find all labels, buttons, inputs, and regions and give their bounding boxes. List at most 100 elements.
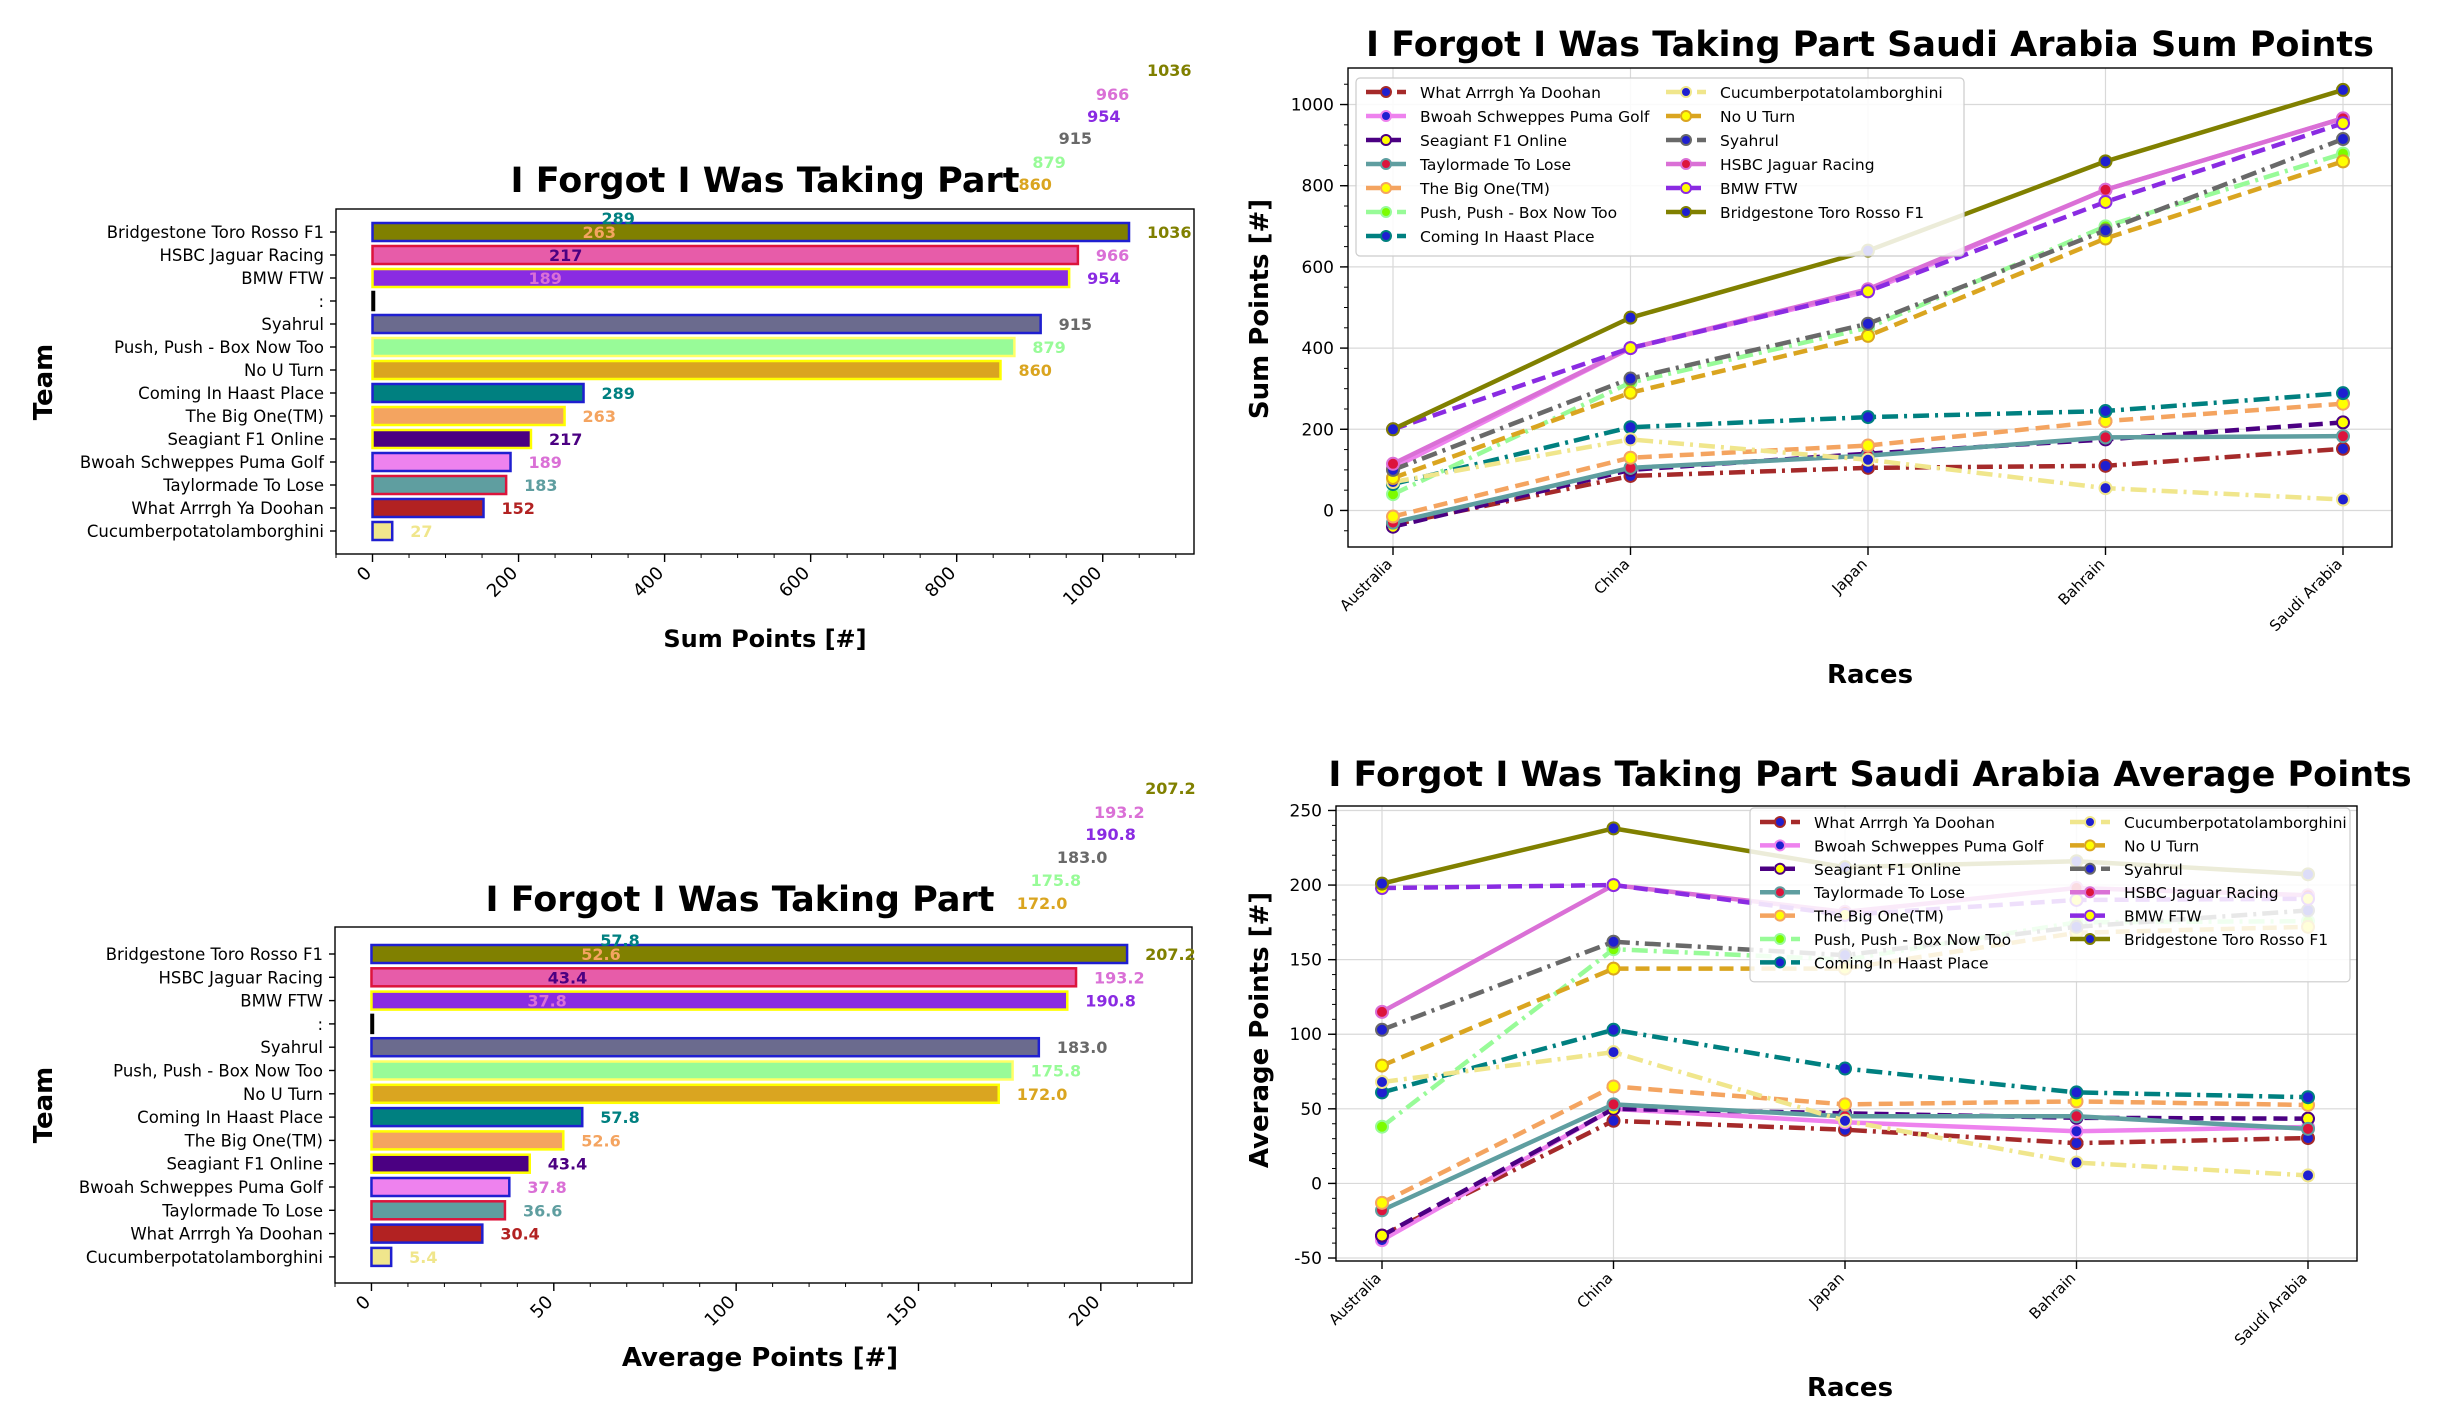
y-tick-label: Bwoah Schweppes Puma Golf — [79, 1178, 324, 1197]
data-point — [2069, 1155, 2084, 1170]
data-point — [1838, 1113, 1852, 1128]
y-tick-label: The Big One(TM) — [185, 407, 324, 426]
legend-marker — [2084, 839, 2096, 852]
bar — [371, 520, 394, 542]
x-tick-label: 200 — [1065, 1292, 1104, 1331]
bar — [370, 1060, 1014, 1081]
legend-label: Cucumberpotatolamborghini — [2124, 814, 2347, 832]
y-axis-label: Average Points [#] — [1245, 892, 1275, 1168]
bar — [370, 990, 1069, 1011]
y-tick-label: Bwoah Schweppes Puma Golf — [80, 453, 325, 472]
y-tick-label: 150 — [1290, 951, 1322, 971]
data-point — [2098, 458, 2113, 473]
bar-value-label: 183.0 — [1057, 848, 1108, 867]
data-point — [2098, 194, 2113, 209]
bar — [370, 1246, 393, 1268]
bar-value-label: 860 — [1018, 175, 1051, 194]
sum-points-bar-chart: 0 200 400 600 800 1000 Bridgestone Toro Rosso … — [29, 61, 1195, 653]
bar-value-label: 207.2 — [1145, 945, 1196, 964]
y-tick-label: BMW FTW — [240, 992, 323, 1011]
bar-value-label: 52.6 — [581, 1131, 620, 1150]
data-point — [1606, 1113, 1621, 1128]
legend-marker — [2084, 886, 2096, 899]
y-tick-label: Push, Push - Box Now Too — [114, 338, 324, 357]
bar-value-label: 915 — [1059, 315, 1092, 334]
bar-value-label: 289 — [602, 209, 635, 228]
data-point — [2069, 1136, 2084, 1151]
x-tick-label: 600 — [775, 563, 814, 602]
y-axis-label: Sum Points [#] — [1245, 199, 1275, 419]
bar — [370, 1083, 1000, 1105]
legend-label: Coming In Haast Place — [1814, 954, 1989, 972]
data-point — [1623, 310, 1638, 325]
legend-marker — [1774, 816, 1786, 828]
y-tick-label: The Big One(TM) — [184, 1131, 323, 1150]
legend-marker — [1380, 182, 1392, 194]
legend-label: No U Turn — [2124, 837, 2199, 855]
chart-title: I Forgot I Was Taking Part — [486, 880, 995, 920]
data-point — [1375, 1022, 1389, 1037]
legend-label: Push, Push - Box Now Too — [1814, 931, 2011, 949]
chart-title: I Forgot I Was Taking Part — [511, 161, 1020, 201]
bar — [371, 405, 566, 427]
legend-marker — [1774, 839, 1786, 852]
y-tick-label: Syahrul — [261, 315, 324, 334]
bar-value-label: 57.8 — [600, 931, 639, 950]
legend-marker — [1774, 909, 1786, 922]
bar — [371, 359, 1002, 381]
y-tick-label: Cucumberpotatolamborghini — [86, 1248, 323, 1267]
legend-marker — [1680, 110, 1692, 122]
legend-marker — [1774, 956, 1786, 969]
y-tick-label: Taylormade To Lose — [162, 476, 324, 495]
y-tick-label: Syahrul — [260, 1038, 323, 1057]
data-point — [1861, 410, 1875, 425]
legend-label: HSBC Jaguar Racing — [1720, 156, 1875, 174]
legend-marker — [1380, 230, 1392, 242]
y-tick-label: Cucumberpotatolamborghini — [87, 522, 324, 541]
data-point — [1623, 385, 1638, 400]
legend-marker — [1380, 134, 1392, 146]
bar-value-label: 189 — [529, 269, 562, 288]
data-point — [2336, 386, 2350, 401]
bar-value-label: 175.8 — [1031, 871, 1082, 890]
bar-value-label: 263 — [583, 407, 616, 426]
data-point — [1623, 341, 1638, 356]
y-tick-label: 400 — [1302, 339, 1334, 359]
legend-marker — [1680, 206, 1692, 218]
x-tick-label: 50 — [526, 1292, 557, 1323]
average-points-line-chart: -50 0 50 100 150 200 250 Australia China Japan Bah… — [1245, 755, 2412, 1403]
y-tick-label: Coming In Haast Place — [137, 1108, 323, 1127]
x-axis-label: Average Points [#] — [622, 1343, 898, 1373]
data-point — [1861, 328, 1875, 343]
legend-label: Push, Push - Box Now Too — [1420, 204, 1617, 222]
data-point — [2336, 415, 2350, 430]
x-tick-label: 0 — [352, 1292, 375, 1315]
bar-value-label: 43.4 — [548, 968, 587, 987]
legend-label: Coming In Haast Place — [1420, 228, 1595, 246]
data-point — [2069, 1109, 2084, 1124]
y-axis-label: Team — [29, 1067, 59, 1144]
bar — [371, 428, 533, 450]
bar-value-label: 879 — [1032, 338, 1065, 357]
bar — [371, 497, 485, 519]
data-point — [1606, 821, 1621, 836]
bar-value-label: 43.4 — [548, 1155, 587, 1174]
data-point — [2098, 154, 2113, 169]
bar — [371, 267, 1071, 289]
y-tick-label: 250 — [1290, 801, 1322, 821]
bar-value-label: 954 — [1087, 269, 1120, 288]
data-point — [1838, 1061, 1852, 1076]
bar-value-label: 183 — [524, 476, 557, 495]
y-axis-label: Team — [29, 344, 59, 421]
legend-label: Cucumberpotatolamborghini — [1720, 84, 1943, 102]
data-point — [1606, 1045, 1621, 1060]
data-point — [1375, 1074, 1389, 1089]
plot-frame — [1335, 805, 2358, 1262]
legend-label: The Big One(TM) — [1813, 908, 1944, 926]
bar — [371, 474, 508, 496]
bar-value-label: 193.2 — [1094, 803, 1145, 822]
bar — [370, 1200, 507, 1221]
x-tick-label: 1000 — [1059, 563, 1106, 610]
bar-value-label: 289 — [602, 384, 635, 403]
legend-label: No U Turn — [1720, 108, 1795, 126]
